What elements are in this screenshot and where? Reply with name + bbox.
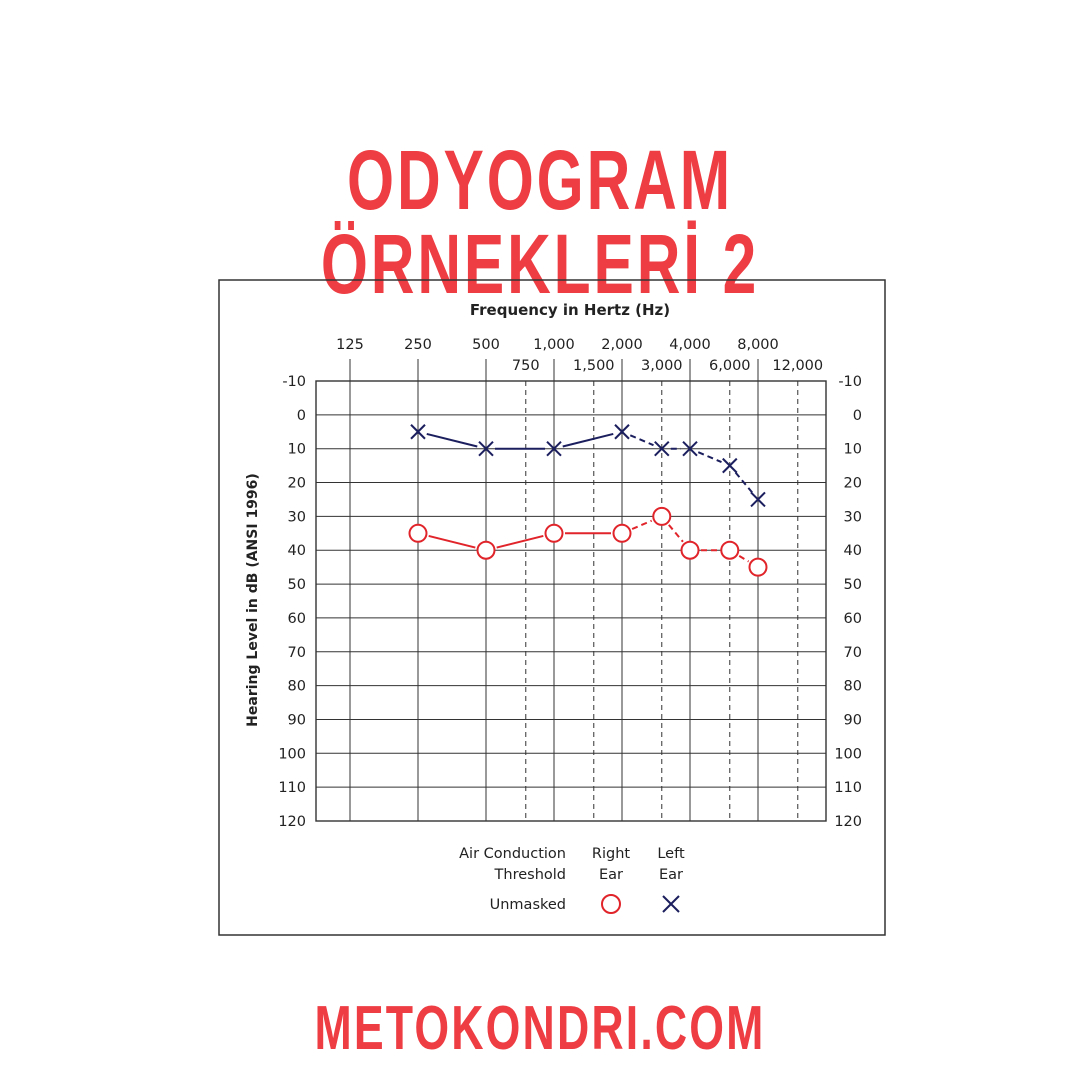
y-tick-label-left: 120: [278, 814, 306, 830]
y-tick-label-left: 0: [297, 408, 306, 424]
x-marker-stroke: [654, 440, 670, 457]
y-tick-label-left: 50: [288, 577, 306, 593]
plot-area-border: [315, 380, 827, 822]
left-ear-point-x: [478, 440, 494, 457]
series-segment-left-ear: [426, 432, 478, 448]
page-title: ODYOGRAM ÖRNEKLERİ 2: [320, 133, 760, 311]
x-tick-label-octave: 8,000: [737, 337, 779, 353]
legend-unmasked-label: Unmasked: [490, 897, 566, 913]
y-tick-label-right: 20: [844, 476, 862, 492]
right-ear-point-circle: [748, 557, 768, 577]
x-tick-label-octave: 250: [404, 337, 432, 353]
x-tick-label-midoctave: 3,000: [641, 358, 683, 374]
chart-frame: [218, 279, 886, 936]
legend-header-line1: Air Conduction: [459, 846, 566, 862]
x-tick-label-midoctave: 12,000: [772, 358, 823, 374]
right-ear-point-circle: [476, 540, 496, 560]
x-tick-label-octave: 1,000: [533, 337, 575, 353]
left-ear-point-x: [546, 440, 562, 457]
y-tick-label-right: 40: [844, 543, 862, 559]
series-segment-right-ear: [428, 534, 476, 549]
series-segment-left-ear: [734, 471, 754, 494]
chart-title: Frequency in Hertz (Hz): [470, 301, 670, 319]
legend: Air Conduction Threshold Right Ear Left …: [459, 846, 685, 914]
y-tick-label-left: -10: [282, 374, 306, 390]
left-ear-point-x: [654, 440, 670, 457]
right-ear-point-circle: [680, 540, 700, 560]
y-tick-label-right: 30: [844, 509, 862, 525]
series-segment-left-ear: [562, 432, 614, 448]
right-ear-point-circle: [652, 506, 672, 526]
grid: [315, 359, 827, 822]
legend-right-line1: Right: [592, 846, 630, 862]
legend-left-line2: Ear: [659, 867, 683, 883]
x-tick-label-midoctave: 1,500: [573, 358, 615, 374]
footer-brand: METOKONDRI.COM: [314, 994, 766, 1063]
legend-left-ear-x-icon: [662, 895, 680, 913]
y-tick-label-right: 80: [844, 679, 862, 695]
x-tick-label-octave: 500: [472, 337, 500, 353]
y-tick-label-right: 70: [844, 645, 862, 661]
series-segment-right-ear: [631, 519, 653, 530]
right-ear-point-circle: [408, 523, 428, 543]
x-marker-stroke: [750, 491, 766, 508]
y-tick-label-left: 100: [278, 746, 306, 762]
x-tick-label-octave: 4,000: [669, 337, 711, 353]
y-tick-label-left: 10: [288, 442, 306, 458]
y-tick-label-right: -10: [838, 374, 862, 390]
y-tick-label-left: 30: [288, 509, 306, 525]
y-tick-label-right: 50: [844, 577, 862, 593]
y-tick-label-left: 20: [288, 476, 306, 492]
x-tick-label-midoctave: 750: [512, 358, 540, 374]
x-marker-stroke: [682, 440, 698, 457]
legend-right-line2: Ear: [599, 867, 623, 883]
left-ear-point-x: [410, 424, 426, 440]
y-tick-label-left: 80: [288, 679, 306, 695]
left-ear-point-x: [750, 491, 766, 508]
y-tick-label-right: 90: [844, 712, 862, 728]
x-tick-label-midoctave: 6,000: [709, 358, 751, 374]
x-tick-label-octave: 125: [336, 337, 364, 353]
x-marker-stroke: [722, 457, 738, 474]
series-segment-left-ear: [629, 434, 654, 447]
series-segment-right-ear: [668, 524, 684, 543]
legend-right-ear-circle-icon: [601, 894, 621, 914]
y-tick-label-right: 10: [844, 442, 862, 458]
y-tick-label-left: 90: [288, 712, 306, 728]
legend-left-line1: Left: [657, 846, 685, 862]
y-tick-label-right: 60: [844, 611, 862, 627]
y-tick-label-left: 110: [278, 780, 306, 796]
x-marker-stroke: [546, 440, 562, 457]
x-marker-stroke: [478, 440, 494, 457]
series-segment-right-ear: [496, 534, 544, 549]
y-tick-label-left: 70: [288, 645, 306, 661]
left-ear-point-x: [722, 457, 738, 474]
x-marker-stroke: [614, 424, 630, 440]
y-axis-label: Hearing Level in dB (ANSI 1996): [245, 473, 261, 727]
y-tick-label-right: 100: [834, 746, 862, 762]
right-ear-point-circle: [544, 523, 564, 543]
x-tick-label-octave: 2,000: [601, 337, 643, 353]
legend-header-line2: Threshold: [494, 867, 566, 883]
tick-labels: -10 -10 0 0 10 10 20 20 30 30 40 40 50 50 60 60 70 70 80 80…: [278, 337, 862, 830]
left-ear-point-x: [614, 424, 630, 440]
right-ear-point-circle: [720, 540, 740, 560]
y-tick-label-right: 0: [853, 408, 862, 424]
left-ear-point-x: [682, 440, 698, 457]
y-tick-label-right: 120: [834, 814, 862, 830]
series-segment-left-ear: [697, 451, 722, 464]
y-tick-label-left: 40: [288, 543, 306, 559]
x-marker-stroke: [410, 424, 426, 440]
y-tick-label-right: 110: [834, 780, 862, 796]
series: [408, 424, 768, 577]
right-ear-point-circle: [612, 523, 632, 543]
y-tick-label-left: 60: [288, 611, 306, 627]
series-segment-right-ear: [738, 555, 750, 563]
